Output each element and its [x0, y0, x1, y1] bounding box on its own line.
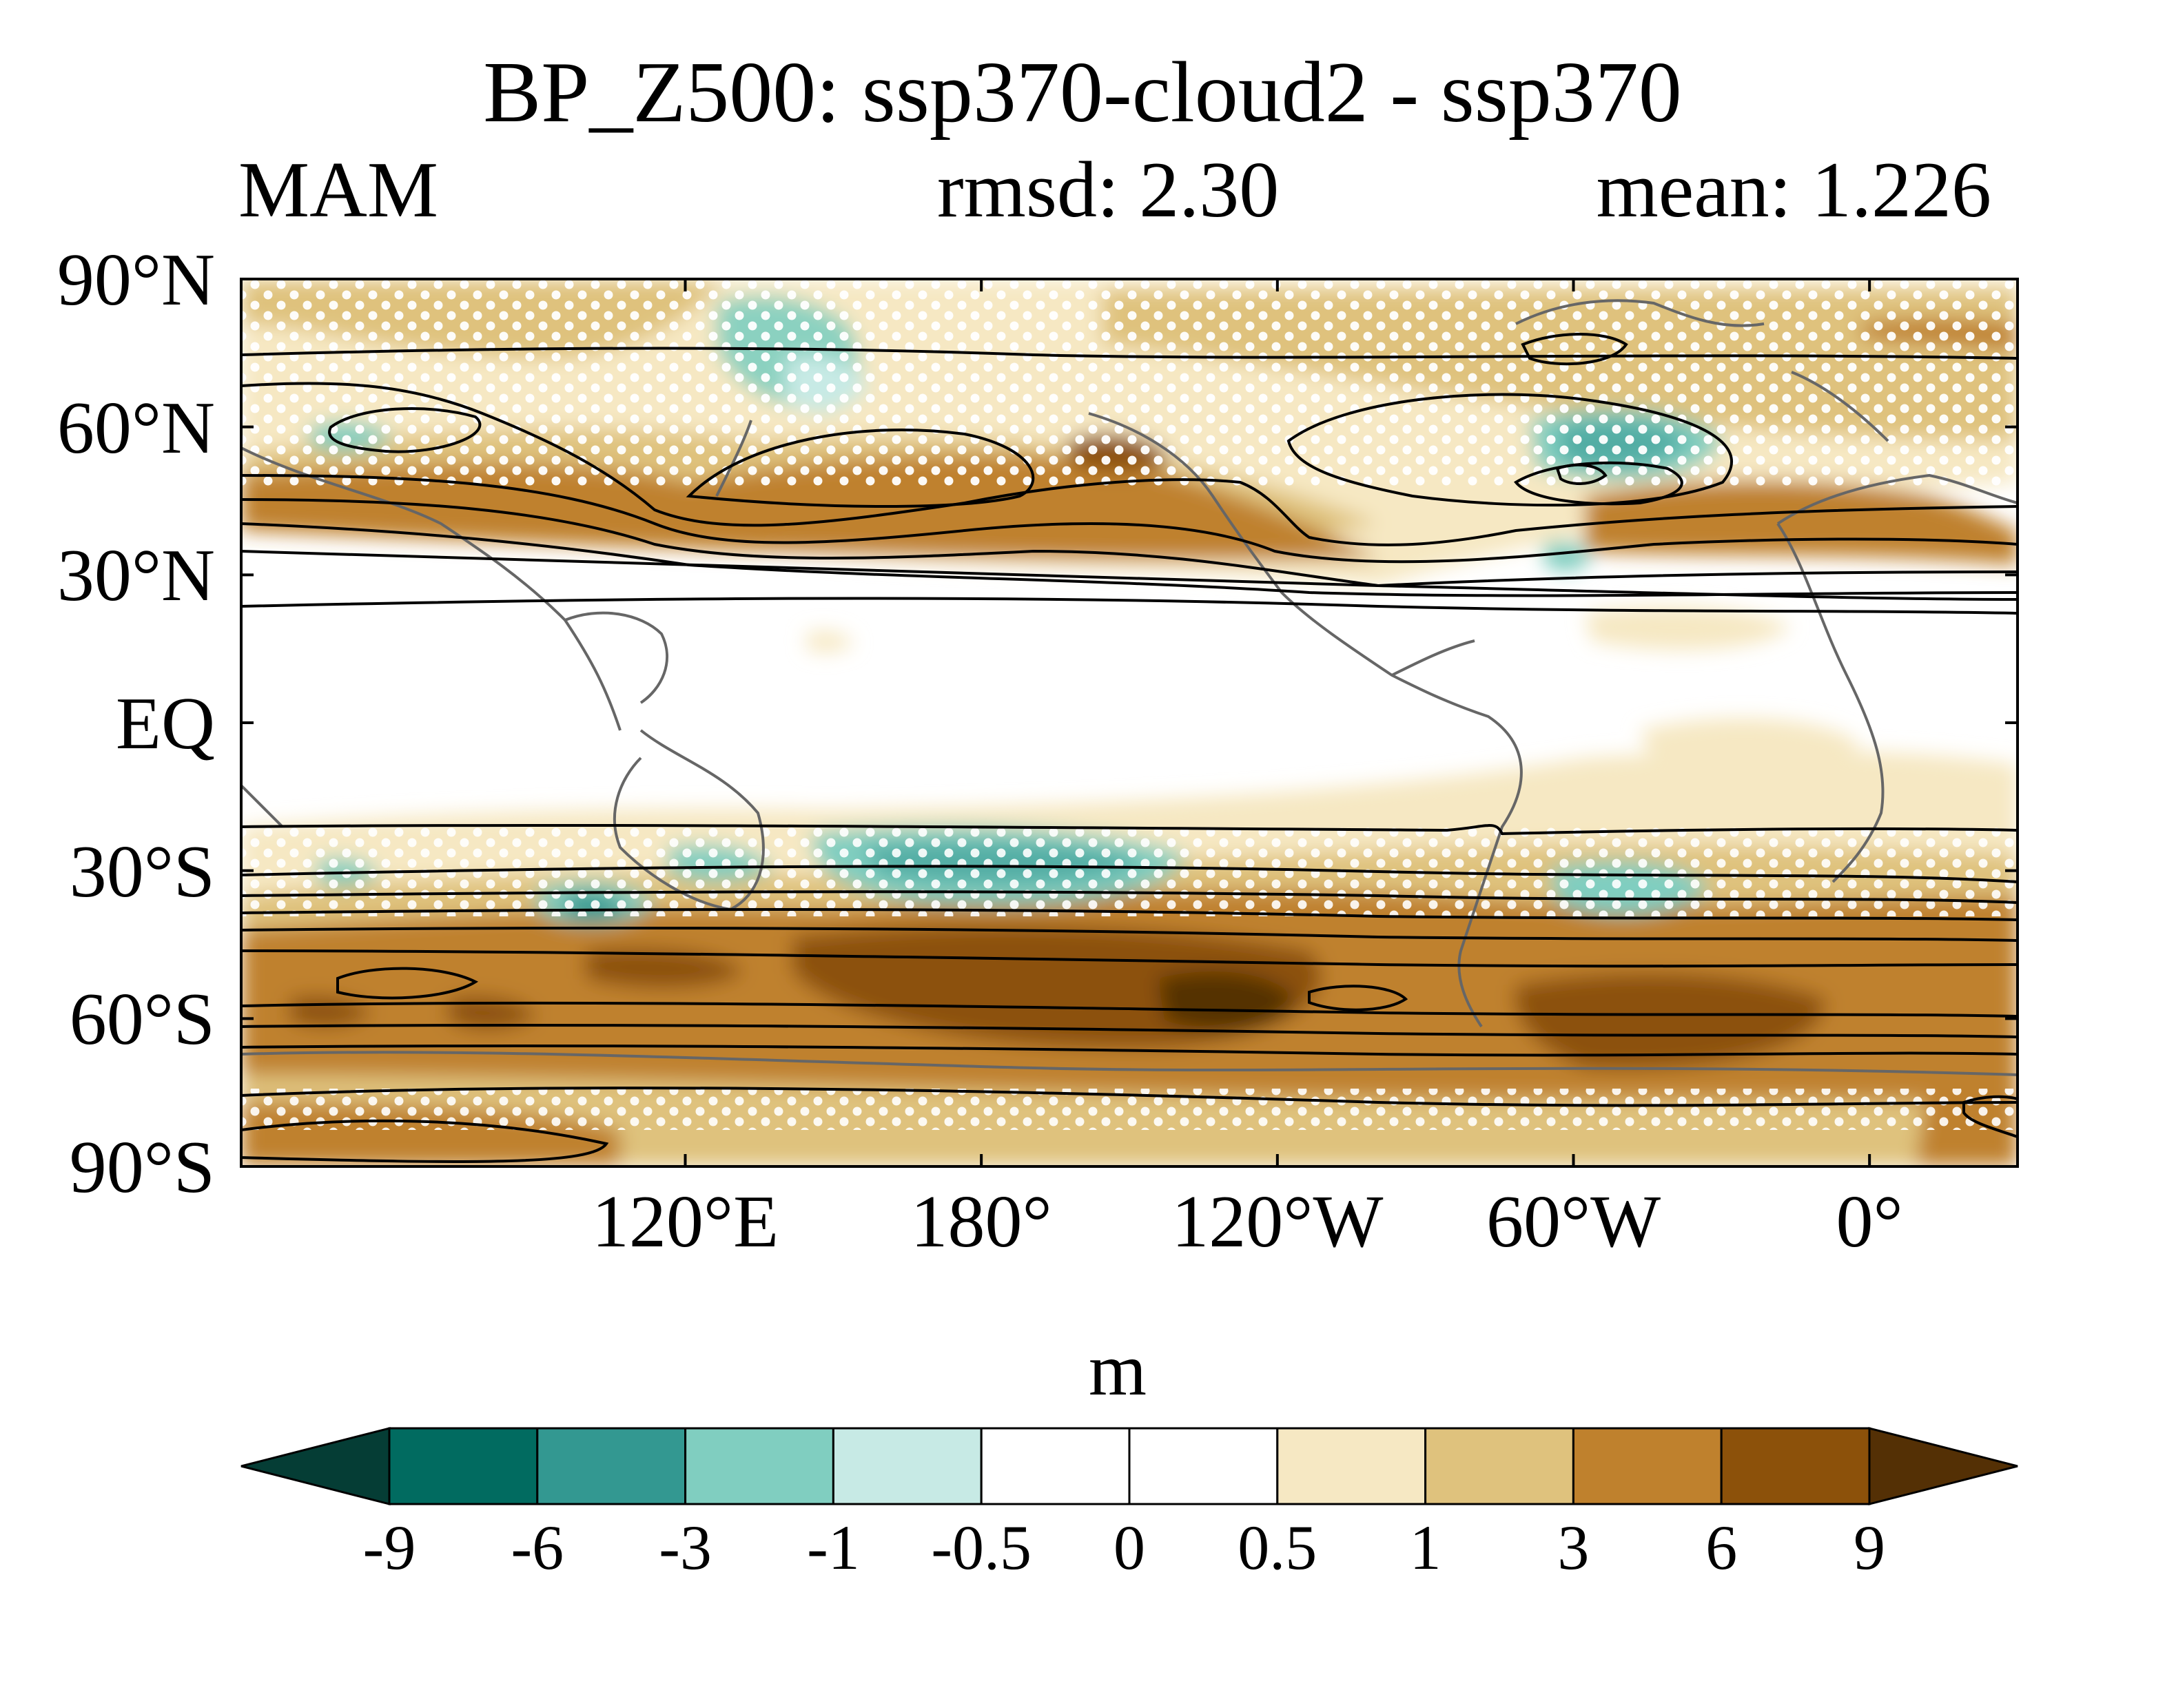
colorbar-level-label: -6 — [511, 1512, 564, 1583]
colorbar-box — [980, 1427, 1131, 1505]
lat-label: 90°N — [57, 239, 215, 321]
lon-label: 120°W — [1171, 1181, 1384, 1263]
lon-label: 60°W — [1486, 1181, 1661, 1263]
colorbar-level-label: 1 — [1409, 1512, 1441, 1583]
colorbar — [240, 1427, 2018, 1505]
lon-label: 0° — [1836, 1181, 1903, 1263]
colorbar-level-label: -9 — [362, 1512, 416, 1583]
colorbar-box — [1276, 1427, 1427, 1505]
lon-label: 180° — [910, 1181, 1052, 1263]
lon-label: 120°E — [591, 1181, 779, 1263]
lat-label: 90°S — [69, 1126, 215, 1208]
colorbar-level-label: -3 — [659, 1512, 712, 1583]
lat-label: 60°N — [57, 387, 215, 469]
colorbar-unit: m — [1088, 1329, 1147, 1411]
colorbar-level-label: 9 — [1854, 1512, 1885, 1583]
colorbar-box — [832, 1427, 983, 1505]
lat-label: EQ — [116, 683, 215, 765]
colorbar-level-label: 0.5 — [1238, 1512, 1317, 1583]
colorbar-box — [684, 1427, 834, 1505]
colorbar-level-label: 0 — [1114, 1512, 1145, 1583]
lat-label: 30°N — [57, 535, 215, 617]
anomaly-field — [241, 279, 2018, 1166]
colorbar-level-label: -1 — [807, 1512, 860, 1583]
colorbar-box — [1720, 1427, 1871, 1505]
plot-title: BP_Z500: ssp370-cloud2 - ssp370 — [483, 45, 1682, 141]
season-label: MAM — [238, 146, 439, 234]
colorbar-low-arrow — [240, 1427, 391, 1505]
colorbar-box — [1128, 1427, 1279, 1505]
axis-ticks — [241, 278, 2018, 1168]
colorbar-level-label: 6 — [1705, 1512, 1738, 1583]
colorbar-box — [388, 1427, 539, 1505]
colorbar-box — [1424, 1427, 1574, 1505]
colorbar-box — [536, 1427, 687, 1505]
lat-label: 30°S — [69, 830, 215, 913]
lat-label: 60°S — [69, 978, 215, 1061]
colorbar-level-label: 3 — [1557, 1512, 1590, 1583]
mean-label: mean: 1.226 — [1596, 146, 1991, 234]
colorbar-high-arrow — [1868, 1427, 2018, 1505]
rmsd-label: rmsd: 2.30 — [937, 146, 1280, 234]
colorbar-level-label: -0.5 — [931, 1512, 1032, 1583]
colorbar-box — [1572, 1427, 1723, 1505]
